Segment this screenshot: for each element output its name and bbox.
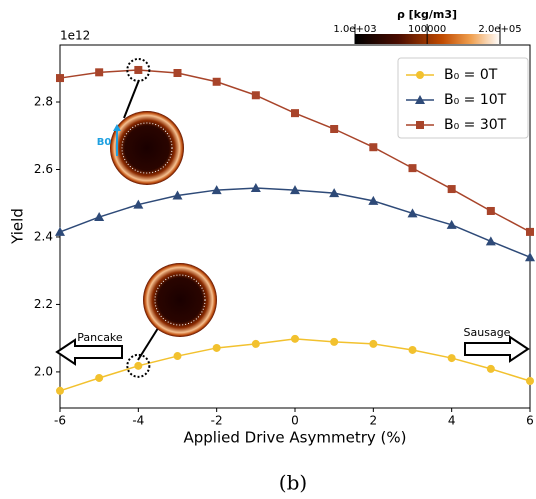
x-tick-label: 0 (291, 414, 299, 428)
colorbar-tick-label: 2.0e+05 (478, 24, 521, 35)
marker (134, 65, 143, 74)
marker (291, 334, 299, 343)
y-offset-label: 1e12 (60, 29, 90, 43)
marker (212, 343, 221, 352)
marker (291, 109, 299, 118)
marker (525, 252, 535, 262)
marker (485, 236, 496, 246)
pancake-label: Pancake (77, 331, 123, 344)
x-tick-label: -2 (211, 414, 223, 428)
legend-label: B₀ = 10T (444, 92, 507, 108)
marker (251, 91, 260, 100)
series-line (59, 187, 531, 258)
marker (407, 208, 418, 218)
marker (368, 195, 379, 205)
marker (447, 185, 456, 194)
marker (56, 386, 64, 395)
marker (486, 206, 495, 215)
marker (251, 339, 260, 348)
marker (416, 121, 424, 129)
marker (486, 364, 495, 373)
marker (446, 219, 457, 229)
legend-box (397, 57, 529, 139)
sausage-arrow (464, 335, 530, 363)
highlight (126, 353, 151, 378)
legend-label: B₀ = 0T (444, 67, 498, 83)
marker (94, 212, 105, 222)
marker (250, 183, 261, 193)
colorbar-label: ρ [kg/m3] (397, 8, 457, 21)
inset-image (143, 263, 217, 337)
marker (173, 352, 182, 361)
y-tick-label: 2.8 (34, 95, 53, 109)
marker (173, 69, 182, 78)
inset-outline (121, 122, 173, 174)
y-axis-label: Yield (9, 208, 27, 245)
marker (526, 227, 534, 236)
caption: (b) (279, 471, 307, 495)
marker (416, 71, 424, 79)
marker (212, 77, 221, 86)
colorbar-tick-label: 100000 (408, 24, 446, 35)
marker (330, 337, 339, 346)
x-tick-label: 6 (526, 414, 534, 428)
marker (408, 345, 417, 354)
x-tick-label: 2 (370, 414, 378, 428)
marker (95, 373, 104, 382)
marker (526, 377, 534, 386)
series-line (59, 338, 531, 392)
marker (56, 74, 64, 83)
x-axis-label: Applied Drive Asymmetry (%) (184, 429, 407, 447)
legend-label: B₀ = 30T (444, 117, 507, 133)
marker (408, 164, 417, 173)
inset-image (110, 111, 184, 185)
x-tick-label: -6 (54, 414, 66, 428)
inset-pointer (137, 324, 161, 361)
marker (211, 185, 222, 195)
field-arrowhead (113, 124, 121, 131)
x-tick-label: 4 (448, 414, 456, 428)
marker (330, 125, 339, 134)
x-tick-label: -4 (132, 414, 144, 428)
y-tick-label: 2.6 (34, 162, 53, 176)
y-tick-label: 2.0 (34, 364, 53, 378)
marker (329, 188, 340, 198)
marker (369, 143, 378, 152)
y-tick-label: 2.4 (34, 229, 53, 243)
sausage-label: Sausage (464, 326, 511, 339)
marker (172, 190, 183, 200)
marker (415, 95, 425, 104)
highlight (126, 57, 151, 82)
marker (369, 339, 378, 348)
marker (133, 199, 144, 209)
colorbar-tick-label: 1.0e+03 (333, 24, 376, 35)
marker (95, 68, 104, 77)
marker (290, 185, 300, 195)
pancake-arrow (55, 338, 123, 366)
marker (447, 354, 456, 363)
marker (134, 361, 143, 370)
inset-pointer (123, 79, 140, 119)
marker (55, 226, 65, 236)
y-tick-label: 2.2 (34, 297, 53, 311)
inset-outline (154, 274, 206, 326)
field-label: B0 (97, 137, 112, 148)
